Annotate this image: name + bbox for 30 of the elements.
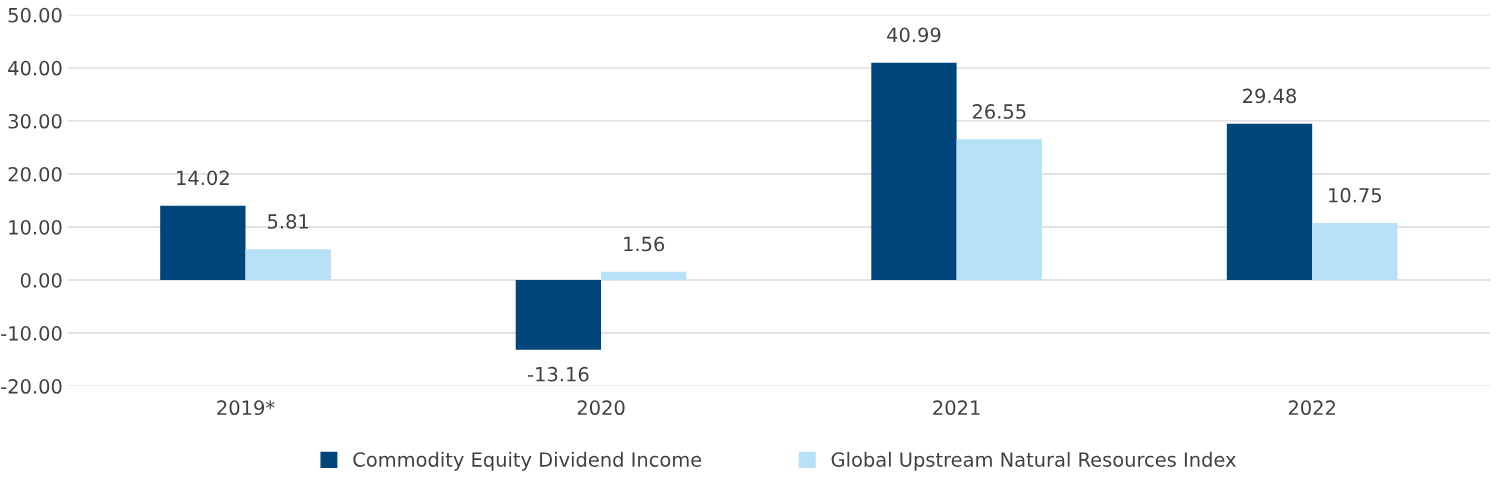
data-label: 10.75	[1329, 187, 1381, 203]
bar	[1312, 223, 1398, 281]
x-tick-label: 2019*	[217, 400, 275, 416]
data-label: 26.55	[972, 104, 1026, 119]
y-tick-label: 20.00	[8, 166, 62, 182]
legend-label: Commodity Equity Dividend Income	[353, 451, 702, 471]
data-label: 40.99	[887, 27, 941, 43]
data-label: 29.48	[1243, 88, 1297, 104]
data-label: 1.56	[624, 236, 665, 252]
y-tick-label: 40.00	[8, 60, 62, 76]
bar	[601, 271, 687, 281]
bar	[1226, 123, 1313, 281]
x-tick-label: 2020	[577, 400, 625, 416]
y-tick-label: 30.00	[8, 113, 62, 129]
data-label: 14.02	[177, 170, 229, 186]
bar	[956, 139, 1042, 281]
x-tick-label: 2021	[933, 400, 980, 416]
y-tick-label: 50.00	[8, 7, 62, 23]
data-label: -13.16	[528, 366, 589, 382]
legend-label: Global Upstream Natural Resources Index	[831, 451, 1236, 471]
y-tick-label: -10.00	[1, 326, 62, 341]
bar	[871, 62, 957, 281]
y-tick-label: 10.00	[9, 219, 62, 235]
y-tick-label: 0.00	[20, 272, 62, 288]
bar	[245, 249, 331, 281]
bar	[160, 205, 246, 281]
y-tick-label: -20.00	[1, 379, 62, 394]
x-tick-label: 2022	[1288, 400, 1335, 416]
bar	[515, 280, 602, 350]
data-label: 5.81	[268, 214, 309, 229]
